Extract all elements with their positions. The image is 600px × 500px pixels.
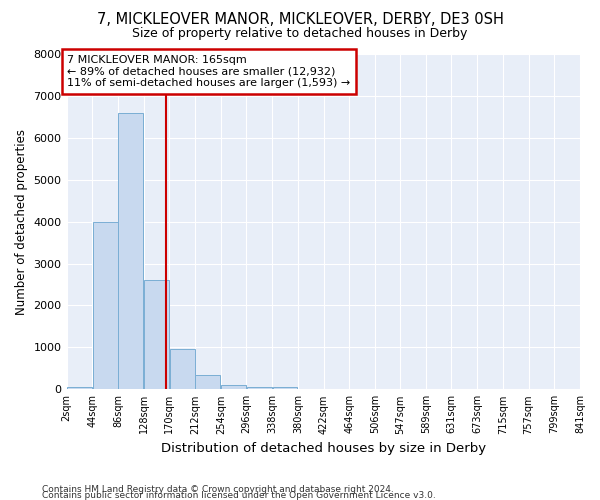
Y-axis label: Number of detached properties: Number of detached properties — [15, 128, 28, 314]
Text: Contains public sector information licensed under the Open Government Licence v3: Contains public sector information licen… — [42, 491, 436, 500]
Bar — [118, 112, 143, 390]
X-axis label: Distribution of detached houses by size in Derby: Distribution of detached houses by size … — [161, 442, 486, 455]
Bar — [92, 222, 118, 390]
Text: 7, MICKLEOVER MANOR, MICKLEOVER, DERBY, DE3 0SH: 7, MICKLEOVER MANOR, MICKLEOVER, DERBY, … — [97, 12, 503, 28]
Text: Contains HM Land Registry data © Crown copyright and database right 2024.: Contains HM Land Registry data © Crown c… — [42, 485, 394, 494]
Text: 7 MICKLEOVER MANOR: 165sqm
← 89% of detached houses are smaller (12,932)
11% of : 7 MICKLEOVER MANOR: 165sqm ← 89% of deta… — [67, 55, 350, 88]
Bar — [170, 350, 194, 390]
Bar — [247, 387, 272, 390]
Bar — [196, 376, 220, 390]
Bar — [221, 384, 246, 390]
Bar — [67, 386, 92, 390]
Bar — [144, 280, 169, 390]
Text: Size of property relative to detached houses in Derby: Size of property relative to detached ho… — [133, 28, 467, 40]
Bar — [272, 387, 298, 390]
